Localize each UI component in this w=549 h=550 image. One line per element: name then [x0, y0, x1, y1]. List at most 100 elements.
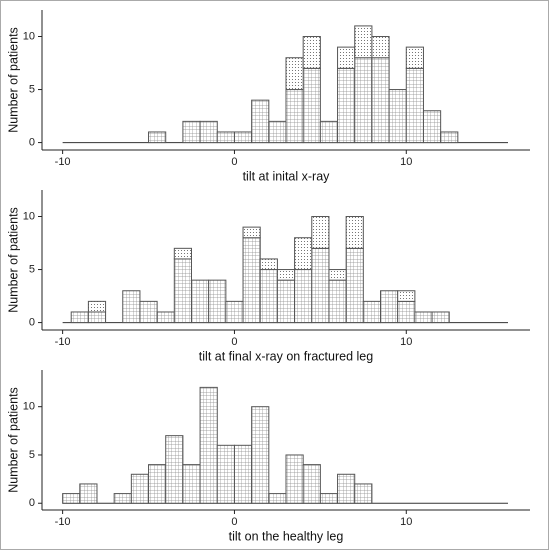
panel: 0 5 10 -10 0 10 tilt on the healthy leg Number …	[6, 370, 530, 543]
x-tick-label: 0	[231, 156, 237, 168]
bar-segment	[285, 454, 304, 504]
y-axis-title: Number of patients	[6, 27, 20, 133]
bar-segment	[354, 25, 373, 59]
bar-segment	[199, 386, 218, 504]
bar-segment	[190, 279, 210, 324]
bar-segment	[302, 67, 321, 144]
bar-segment	[294, 269, 313, 324]
bar-segment	[345, 247, 364, 324]
bar-segment	[319, 493, 339, 504]
bar-segment	[328, 279, 347, 324]
bar-segment	[268, 120, 287, 144]
bar-segment	[216, 444, 235, 504]
x-axis-title: tilt on the healthy leg	[229, 529, 344, 543]
bar-segment	[311, 247, 330, 324]
bar-segment	[311, 216, 330, 249]
bar-segment	[130, 473, 150, 504]
bar-segment	[405, 67, 424, 144]
bar-segment	[328, 269, 347, 281]
y-tick-label: 10	[23, 401, 35, 413]
x-tick-label: -10	[55, 156, 71, 168]
bar-segment	[148, 464, 167, 504]
y-axis-title: Number of patients	[6, 207, 20, 313]
y-tick-label: 10	[23, 30, 35, 42]
y-tick-label: 5	[29, 263, 35, 275]
bar-segment	[208, 279, 227, 324]
panel: 0 5 10 -10 0 10 tilt at inital x-ray Number of …	[6, 10, 530, 183]
bar-segment	[302, 36, 321, 69]
bar-segment	[62, 493, 81, 504]
y-tick-label: 5	[29, 449, 35, 461]
bar-segment	[354, 57, 373, 144]
x-tick-label: 10	[400, 156, 412, 168]
bar-segment	[242, 237, 261, 324]
bar-segment	[354, 483, 373, 504]
y-tick-label: 0	[29, 316, 35, 328]
bar-segment	[233, 444, 253, 504]
bar-segment	[225, 300, 244, 324]
bar-segment	[268, 493, 287, 504]
bar-segment	[337, 46, 356, 69]
x-axis-title: tilt at inital x-ray	[243, 169, 331, 183]
bar-segment	[182, 464, 201, 504]
bar-segment	[414, 311, 433, 324]
bar-segment	[276, 269, 296, 281]
bar-segment	[397, 300, 416, 324]
x-tick-label: 0	[231, 336, 237, 348]
bar-segment	[397, 290, 416, 302]
bar-segment	[285, 89, 304, 144]
bar-segment	[233, 131, 253, 144]
x-axis-title: tilt at final x-ray on fractured leg	[199, 349, 373, 363]
bar-segment	[380, 290, 399, 324]
x-tick-label: -10	[55, 516, 71, 528]
bar-segment	[440, 131, 459, 144]
bar-segment	[431, 311, 450, 324]
bar-segment	[216, 131, 235, 144]
panel: 0 5 10 -10 0 10 tilt at final x-ray on fractur…	[6, 190, 530, 363]
bar-segment	[337, 67, 356, 144]
bar-segment	[405, 46, 424, 69]
bar-segment	[122, 290, 141, 324]
bar-segment	[87, 300, 107, 313]
bar-segment	[139, 300, 158, 324]
x-tick-label: 0	[231, 516, 237, 528]
bar-segment	[173, 258, 192, 324]
bar-segment	[371, 36, 390, 59]
bar-segment	[337, 473, 356, 504]
bar-segment	[388, 89, 407, 144]
bar-segment	[251, 406, 270, 504]
bar-segment	[199, 120, 218, 144]
bar-segment	[371, 57, 390, 144]
bar-segment	[422, 110, 442, 144]
bar-segment	[182, 120, 201, 144]
bar-segment	[302, 464, 321, 504]
x-tick-label: 10	[400, 336, 412, 348]
bar-segment	[259, 258, 278, 271]
bar-segment	[148, 131, 167, 144]
x-tick-label: 10	[400, 516, 412, 528]
bar-segment	[156, 311, 175, 324]
y-axis-title: Number of patients	[6, 387, 20, 493]
y-tick-label: 0	[29, 497, 35, 509]
bar-segment	[294, 237, 313, 271]
bar-segment	[113, 493, 132, 504]
x-tick-label: -10	[55, 336, 71, 348]
y-tick-label: 10	[23, 210, 35, 222]
bar-segment	[362, 300, 382, 324]
bar-segment	[251, 99, 270, 144]
bar-segment	[276, 279, 296, 324]
bar-segment	[87, 311, 107, 324]
bar-segment	[165, 435, 184, 504]
bar-segment	[345, 216, 364, 249]
bar-segment	[259, 269, 278, 324]
bar-segment	[242, 226, 261, 239]
bar-segment	[79, 483, 98, 504]
bar-segment	[173, 247, 192, 260]
bar-segment	[70, 311, 89, 324]
y-tick-label: 5	[29, 83, 35, 95]
bar-segment	[285, 57, 304, 91]
bar-segment	[319, 120, 339, 144]
y-tick-label: 0	[29, 136, 35, 148]
